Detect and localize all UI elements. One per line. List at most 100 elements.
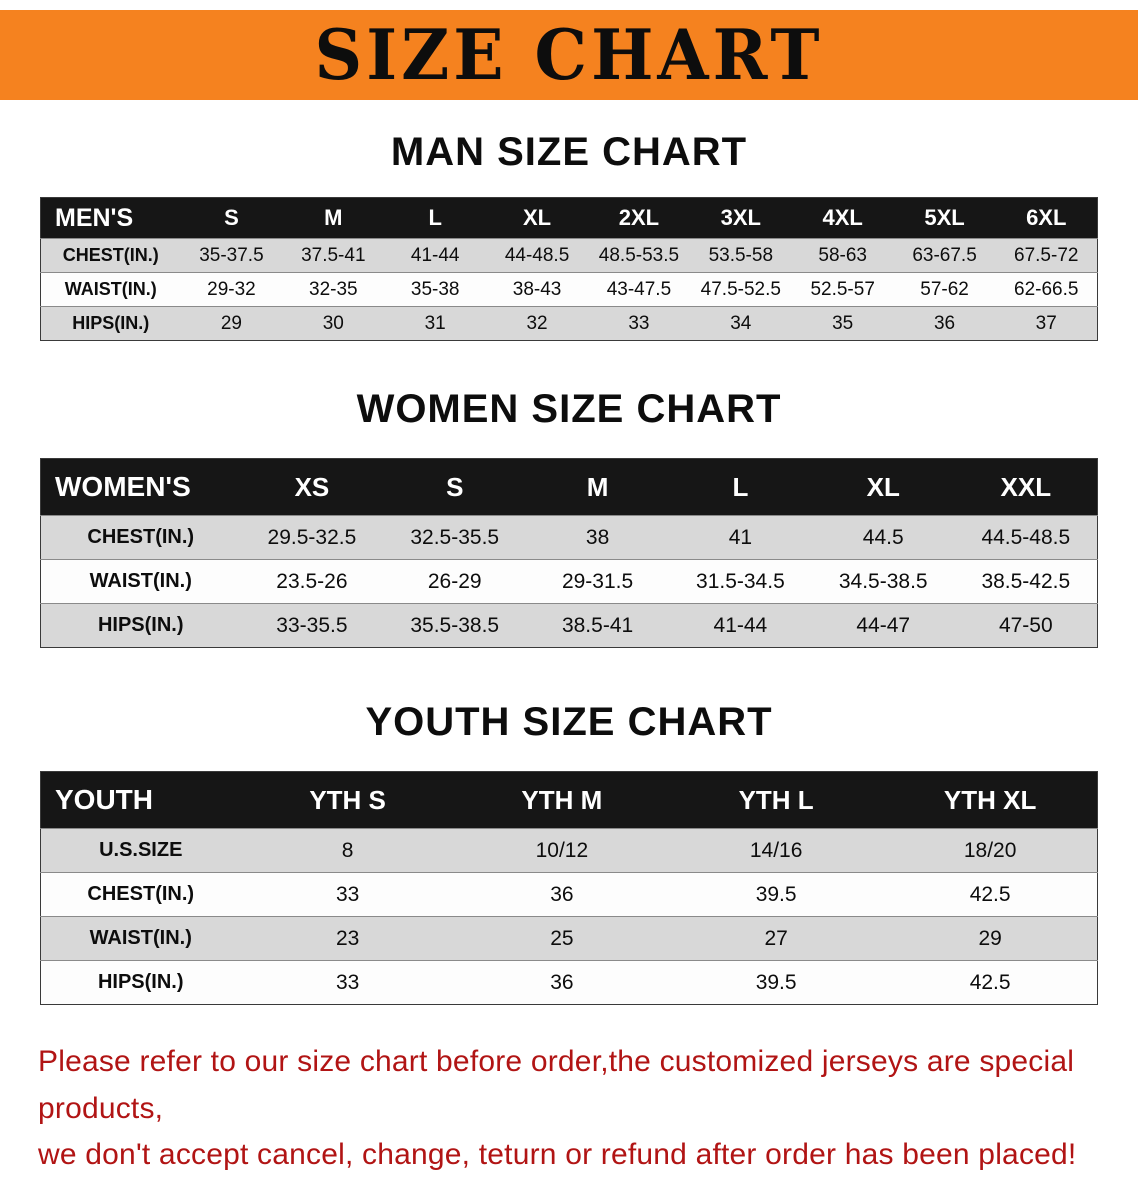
size-value: 27 bbox=[764, 926, 788, 950]
page-title: SIZE CHART bbox=[314, 14, 824, 96]
size-value: 43-47.5 bbox=[606, 278, 672, 300]
size-column-header: L bbox=[668, 458, 812, 516]
men-size-table: MEN'S S M L XL 2XL 3XL 4XL 5XL 6XL CHEST(IN.) 35-37… bbox=[40, 197, 1098, 341]
size-value: 48.5-53.5 bbox=[598, 244, 680, 266]
size-value: 44-47 bbox=[856, 613, 911, 637]
size-value: 41-44 bbox=[410, 244, 460, 266]
size-value: 31 bbox=[424, 312, 446, 334]
size-value: 52.5-57 bbox=[810, 278, 875, 300]
men-size-section: MAN SIZE CHART MEN'S S M L XL 2XL 3XL 4XL 5XL 6XL… bbox=[0, 130, 1138, 341]
size-value: 34 bbox=[730, 312, 752, 334]
size-value: 44.5-48.5 bbox=[981, 525, 1071, 549]
table-corner-label: YOUTH bbox=[40, 771, 241, 829]
size-value: 39.5 bbox=[755, 882, 797, 906]
size-value: 32 bbox=[526, 312, 548, 334]
table-row: HIPS(IN.) 33 36 39.5 42.5 bbox=[40, 960, 1098, 1005]
size-value: 33 bbox=[335, 970, 360, 994]
size-value: 44.5 bbox=[862, 525, 904, 549]
size-value: 29-31.5 bbox=[561, 569, 634, 593]
row-label: HIPS(IN.) bbox=[97, 614, 184, 636]
size-value: 34.5-38.5 bbox=[838, 569, 928, 593]
size-value: 41 bbox=[728, 525, 753, 549]
size-value: 35 bbox=[832, 312, 854, 334]
size-value: 41-44 bbox=[713, 613, 768, 637]
table-row: CHEST(IN.) 33 36 39.5 42.5 bbox=[40, 872, 1098, 917]
size-value: 39.5 bbox=[755, 970, 797, 994]
footer-disclaimer-line2: we don't accept cancel, change, teturn o… bbox=[38, 1138, 1077, 1171]
table-row: WAIST(IN.) 23.5-26 26-29 29-31.5 31.5-34.5 34… bbox=[40, 559, 1098, 604]
size-value: 44-48.5 bbox=[504, 244, 570, 266]
size-value: 30 bbox=[322, 312, 344, 334]
size-value: 29-32 bbox=[207, 278, 256, 300]
footer-disclaimer: Please refer to our size chart before or… bbox=[0, 1039, 1138, 1179]
size-value: 38.5-42.5 bbox=[981, 569, 1071, 593]
size-column-header: XL bbox=[811, 458, 955, 516]
youth-size-table: YOUTH YTH S YTH M YTH L YTH XL U.S.SIZE 8 10/12… bbox=[40, 771, 1098, 1005]
size-value: 57-62 bbox=[920, 278, 969, 300]
size-value: 36 bbox=[550, 882, 574, 906]
table-corner-label: WOMEN'S bbox=[40, 458, 241, 516]
table-row: CHEST(IN.) 35-37.5 37.5-41 41-44 44-48.5 48.5… bbox=[40, 238, 1098, 273]
table-row: CHEST(IN.) 29.5-32.5 32.5-35.5 38 41 44.5 44.5… bbox=[40, 515, 1098, 560]
size-value: 35-37.5 bbox=[199, 244, 264, 266]
size-value: 29 bbox=[978, 926, 1002, 950]
size-value: 53.5-58 bbox=[708, 244, 774, 266]
youth-size-section: YOUTH SIZE CHART YOUTH YTH S YTH M YTH L YTH… bbox=[0, 700, 1138, 1005]
size-value: 63-67.5 bbox=[912, 244, 977, 266]
row-label: WAIST(IN.) bbox=[89, 570, 192, 592]
size-column-header: M bbox=[282, 197, 385, 239]
size-value: 67.5-72 bbox=[1014, 244, 1079, 266]
size-column-header: S bbox=[383, 458, 527, 516]
table-row: WAIST(IN.) 29-32 32-35 35-38 38-43 43-47.5 47.… bbox=[40, 272, 1098, 307]
size-column-header: YTH XL bbox=[883, 771, 1098, 829]
size-value: 58-63 bbox=[818, 244, 867, 266]
table-header-row: WOMEN'S XS S M L XL XXL bbox=[40, 458, 1098, 516]
size-column-header: 5XL bbox=[893, 197, 996, 239]
size-column-header: 3XL bbox=[689, 197, 792, 239]
size-value: 42.5 bbox=[969, 970, 1011, 994]
size-column-header: XS bbox=[240, 458, 384, 516]
size-column-header: YTH M bbox=[454, 771, 669, 829]
row-label: CHEST(IN.) bbox=[87, 526, 195, 548]
size-column-header: XL bbox=[486, 197, 588, 239]
size-value: 36 bbox=[550, 970, 574, 994]
table-row: HIPS(IN.) 29 30 31 32 33 34 35 36 37 bbox=[40, 306, 1098, 341]
size-value: 10/12 bbox=[535, 838, 589, 862]
table-row: WAIST(IN.) 23 25 27 29 bbox=[40, 916, 1098, 961]
size-value: 29.5-32.5 bbox=[267, 525, 357, 549]
size-column-header: YTH S bbox=[240, 771, 455, 829]
size-value: 18/20 bbox=[963, 838, 1017, 862]
size-value: 14/16 bbox=[749, 838, 803, 862]
size-value: 33 bbox=[335, 882, 360, 906]
women-size-table: WOMEN'S XS S M L XL XXL CHEST(IN.) 29.5-32.5 32.5… bbox=[40, 458, 1098, 648]
size-value: 8 bbox=[341, 838, 354, 862]
size-value: 23 bbox=[335, 926, 360, 950]
size-value: 35.5-38.5 bbox=[410, 613, 500, 637]
row-label: HIPS(IN.) bbox=[72, 313, 150, 333]
row-label: CHEST(IN.) bbox=[87, 883, 195, 905]
size-column-header: 2XL bbox=[588, 197, 690, 239]
size-value: 25 bbox=[550, 926, 574, 950]
row-label: CHEST(IN.) bbox=[62, 245, 159, 265]
table-header-row: MEN'S S M L XL 2XL 3XL 4XL 5XL 6XL bbox=[40, 197, 1098, 239]
size-value: 38.5-41 bbox=[561, 613, 634, 637]
size-value: 33 bbox=[628, 312, 650, 334]
size-value: 23.5-26 bbox=[276, 569, 348, 593]
size-column-header: L bbox=[384, 197, 487, 239]
size-value: 26-29 bbox=[427, 569, 482, 593]
size-value: 62-66.5 bbox=[1014, 278, 1079, 300]
size-column-header: YTH L bbox=[669, 771, 884, 829]
size-value: 33-35.5 bbox=[276, 613, 348, 637]
size-value: 29 bbox=[220, 312, 242, 334]
size-column-header: 6XL bbox=[995, 197, 1098, 239]
men-section-heading: MAN SIZE CHART bbox=[390, 130, 748, 174]
table-header-row: YOUTH YTH S YTH M YTH L YTH XL bbox=[40, 771, 1098, 829]
row-label: WAIST(IN.) bbox=[89, 927, 192, 949]
size-value: 37.5-41 bbox=[301, 244, 366, 266]
size-column-header: 4XL bbox=[791, 197, 894, 239]
size-value: 37 bbox=[1035, 312, 1057, 334]
size-column-header: XXL bbox=[954, 458, 1098, 516]
size-value: 47.5-52.5 bbox=[700, 278, 781, 300]
size-column-header: S bbox=[180, 197, 283, 239]
size-column-header: M bbox=[526, 458, 669, 516]
